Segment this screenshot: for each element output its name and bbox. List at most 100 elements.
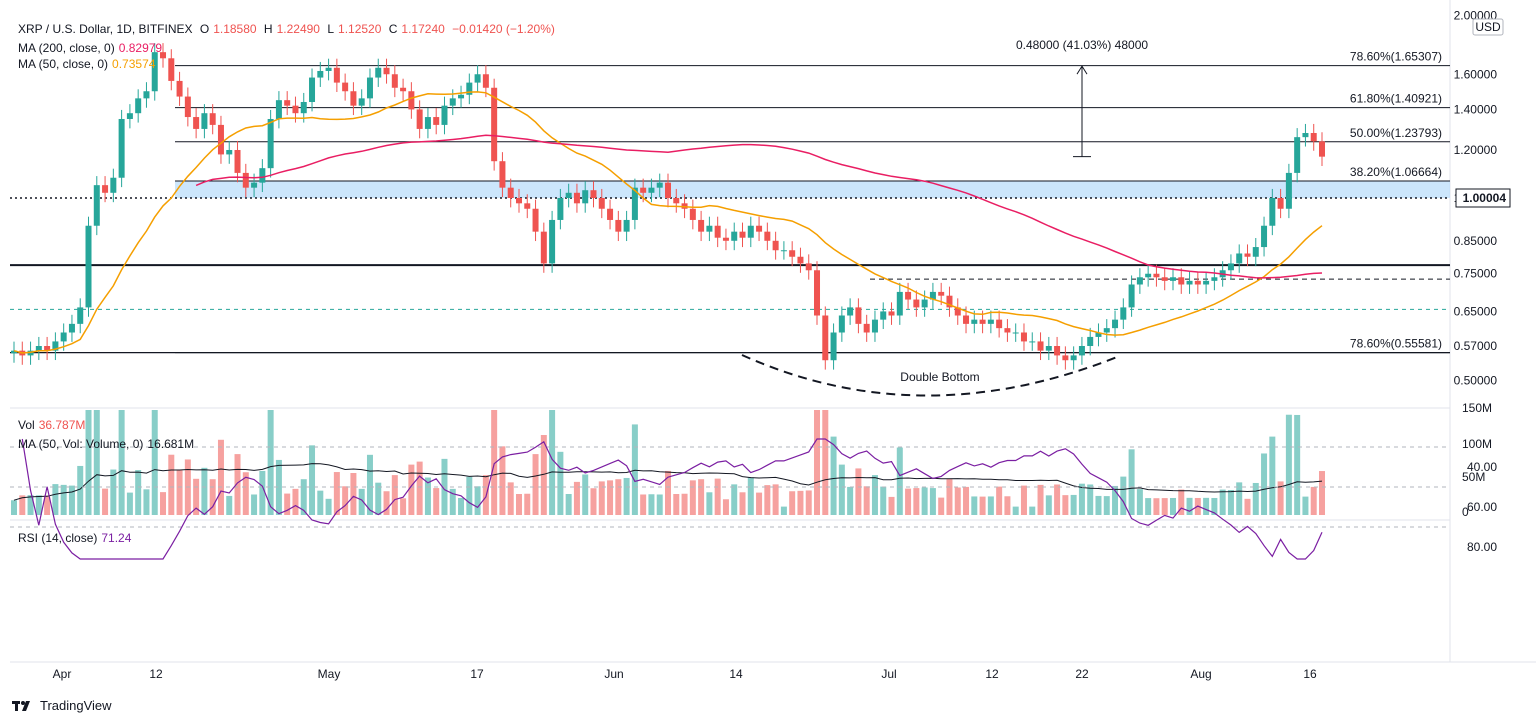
candle-body bbox=[855, 307, 862, 324]
candle-body bbox=[722, 237, 729, 241]
candle-body bbox=[433, 117, 440, 125]
candle-body bbox=[598, 198, 605, 209]
volume-bar bbox=[118, 410, 125, 515]
candle-body bbox=[1070, 355, 1077, 361]
candle-body bbox=[913, 299, 920, 308]
rsi-axis-tick: 80.00 bbox=[1467, 540, 1497, 554]
volume-bar bbox=[540, 435, 547, 515]
volume-bar bbox=[565, 494, 572, 515]
measure-label: 0.48000 (41.03%) 48000 bbox=[1016, 38, 1148, 52]
candle-body bbox=[1062, 355, 1069, 361]
volume-bar bbox=[764, 485, 771, 515]
candle-body bbox=[789, 250, 796, 257]
tradingview-brand[interactable]: TradingView bbox=[12, 698, 112, 713]
candle-body bbox=[441, 105, 448, 125]
volume-bar bbox=[607, 480, 614, 515]
volume-bar bbox=[1161, 498, 1168, 515]
volume-bar bbox=[1070, 494, 1077, 515]
candle-body bbox=[1186, 280, 1193, 285]
candle-body bbox=[1128, 284, 1135, 308]
candle-body bbox=[184, 96, 191, 118]
candle-body bbox=[1203, 280, 1210, 285]
candle-body bbox=[1310, 133, 1317, 142]
candle-body bbox=[474, 74, 481, 83]
candle-body bbox=[814, 270, 821, 316]
candle-body bbox=[52, 341, 59, 351]
fib-label: 38.20%(1.06664) bbox=[1350, 165, 1442, 179]
last-price-label: 1.00004 bbox=[1463, 191, 1507, 205]
candle-body bbox=[747, 225, 754, 238]
ma200-label: MA (200, close, 0) bbox=[18, 41, 115, 55]
candle-body bbox=[284, 100, 291, 106]
candle-body bbox=[607, 208, 614, 220]
volume-bar bbox=[963, 486, 970, 515]
volume-bar bbox=[1302, 496, 1309, 515]
candle-body bbox=[838, 315, 845, 333]
volume-bar bbox=[284, 493, 291, 515]
candle-body bbox=[35, 346, 42, 351]
candle-body bbox=[780, 250, 787, 252]
volume-bar bbox=[499, 446, 506, 515]
volume-bar bbox=[830, 436, 837, 515]
volume-bar bbox=[557, 451, 564, 515]
volume-bar bbox=[44, 495, 51, 515]
volume-bar bbox=[176, 470, 183, 515]
candle-body bbox=[1277, 198, 1284, 209]
volume-bar bbox=[1145, 498, 1152, 515]
candle-body bbox=[1095, 332, 1102, 337]
volume-bar bbox=[1062, 495, 1069, 515]
volume-bar bbox=[524, 493, 531, 515]
volume-bar bbox=[358, 488, 365, 515]
volume-bar bbox=[1319, 471, 1325, 515]
volume-bar bbox=[656, 494, 663, 515]
candle-body bbox=[1103, 328, 1110, 333]
last-price-box bbox=[1455, 188, 1511, 208]
candle-body bbox=[1112, 319, 1119, 329]
symbol-title: XRP / U.S. Dollar, 1D, BITFINEX bbox=[18, 22, 193, 36]
volume-bar bbox=[971, 496, 978, 515]
rsi-legend: RSI (14, close) 71.24 bbox=[18, 531, 135, 545]
candle-body bbox=[615, 219, 622, 232]
candle-body bbox=[11, 350, 17, 354]
volume-bar bbox=[433, 488, 440, 515]
volume-bar bbox=[838, 464, 845, 515]
volume-bar bbox=[1103, 496, 1110, 515]
volume-legend: Vol 36.787M bbox=[18, 418, 89, 432]
volume-bar bbox=[797, 490, 804, 515]
volume-ma-value: 16.681M bbox=[147, 437, 195, 451]
candle-body bbox=[143, 91, 150, 99]
price-axis-tick: 0.85000 bbox=[1454, 234, 1498, 248]
candle-body bbox=[1153, 273, 1160, 278]
volume-bar bbox=[615, 479, 622, 515]
candle-body bbox=[946, 295, 953, 308]
candle-body bbox=[342, 82, 349, 92]
volume-bar bbox=[590, 488, 597, 515]
volume-bar bbox=[1095, 495, 1102, 515]
ma200-legend: MA (200, close, 0) 0.82979 bbox=[18, 41, 166, 55]
candle-body bbox=[1004, 328, 1011, 333]
volume-bar bbox=[756, 492, 763, 515]
time-axis-tick: Jun bbox=[604, 667, 623, 681]
candle-body bbox=[590, 190, 597, 198]
low-label: L bbox=[327, 22, 335, 36]
candle-body bbox=[44, 346, 51, 351]
measure-arrow-head bbox=[1076, 65, 1088, 75]
candle-body bbox=[1020, 332, 1027, 342]
volume-value: 36.787M bbox=[38, 418, 86, 432]
candle-body bbox=[491, 87, 498, 162]
volume-bar bbox=[921, 487, 928, 515]
candle-body bbox=[689, 208, 696, 220]
volume-bar bbox=[491, 410, 498, 515]
candle-body bbox=[193, 117, 200, 129]
volume-bar bbox=[309, 445, 316, 515]
time-axis-tick: Aug bbox=[1190, 667, 1211, 681]
candle-body bbox=[822, 315, 829, 361]
candle-body bbox=[408, 91, 415, 110]
candle-body bbox=[27, 350, 34, 356]
candle-body bbox=[391, 74, 398, 88]
volume-bar bbox=[665, 470, 671, 515]
candle-body bbox=[764, 231, 771, 241]
price-axis-tick: 0.75000 bbox=[1454, 267, 1498, 281]
volume-axis-tick: 0 bbox=[1462, 505, 1469, 519]
